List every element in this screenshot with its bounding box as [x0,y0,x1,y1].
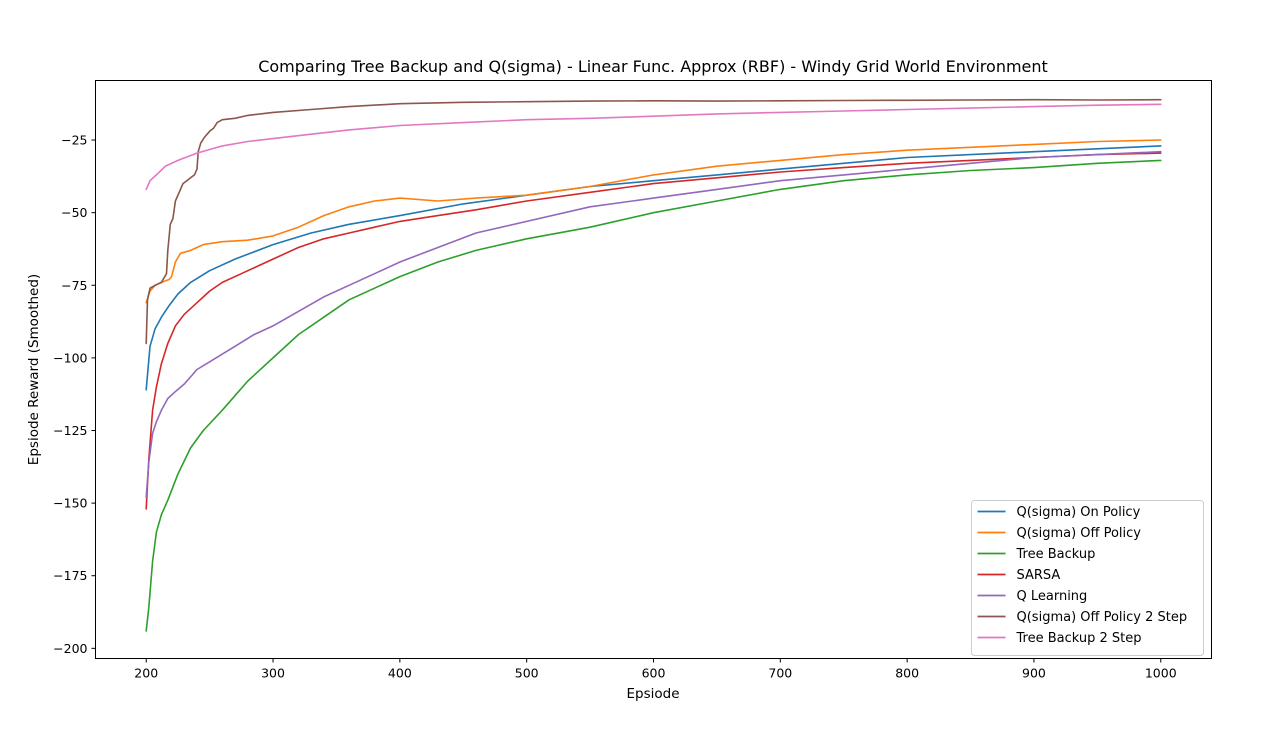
series-line [145,139,1162,304]
y-tick-label: −100 [53,350,87,365]
legend-label: Q Learning [1017,589,1088,604]
chart-title: Comparing Tree Backup and Q(sigma) - Lin… [258,57,1048,76]
y-tick-label: −50 [61,205,87,220]
y-axis-label: Epsiode Reward (Smoothed) [26,274,42,465]
series-line [145,150,1162,499]
plot-area [145,98,1162,632]
y-tick-label: −125 [53,423,87,438]
legend-label: Q(sigma) Off Policy 2 Step [1017,610,1188,625]
x-tick-label: 1000 [1145,666,1177,681]
series-line [145,145,1162,391]
y-tick-label: −175 [53,568,87,583]
y-tick-label: −75 [61,278,87,293]
legend-label: Q(sigma) Off Policy [1017,526,1142,541]
y-tick-label: −25 [61,133,87,148]
legend-label: Tree Backup 2 Step [1016,631,1142,646]
y-axis: −200 −175 −150 −125 −100 −75 −50 −25 [53,133,96,656]
legend-label: Q(sigma) On Policy [1017,505,1141,520]
y-tick-label: −200 [53,641,87,656]
series-line [145,159,1162,632]
series-line [145,103,1162,191]
legend-label: Tree Backup [1016,547,1096,562]
x-axis-label: Epsiode [626,686,679,702]
x-tick-label: 200 [134,666,158,681]
legend-box [971,500,1204,656]
x-tick-label: 900 [1022,666,1046,681]
y-tick-label: −150 [53,496,87,511]
legend: Q(sigma) On Policy Q(sigma) Off Policy Tre… [971,500,1204,656]
x-axis: 200 300 400 500 600 700 800 900 1000 [134,658,1177,681]
x-tick-label: 800 [895,666,919,681]
x-tick-label: 300 [261,666,285,681]
x-tick-label: 700 [768,666,792,681]
x-tick-label: 400 [388,666,412,681]
x-tick-label: 600 [642,666,666,681]
series-line [145,152,1162,510]
series-line [145,98,1162,345]
legend-label: SARSA [1017,568,1061,583]
x-tick-label: 500 [515,666,539,681]
